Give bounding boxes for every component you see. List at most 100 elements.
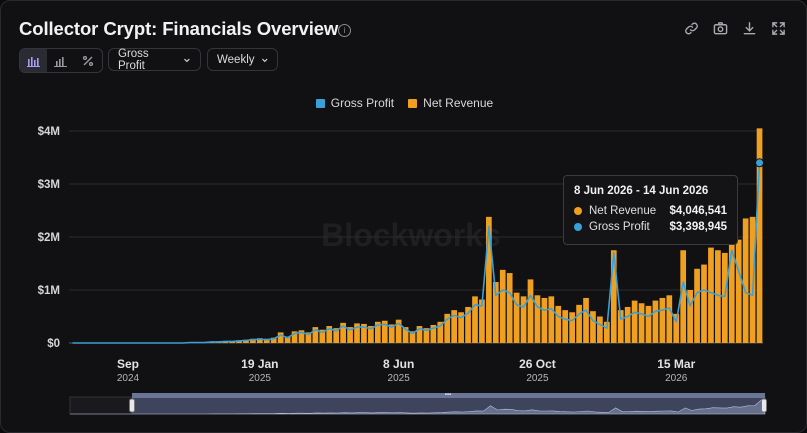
period-dropdown-label: Weekly — [217, 53, 255, 66]
legend-item-net-revenue[interactable]: Net Revenue — [408, 96, 493, 110]
net-revenue-bar[interactable] — [347, 327, 353, 343]
net-revenue-bar[interactable] — [284, 336, 291, 343]
x-tick-label: 19 Jan — [241, 357, 278, 371]
navigator-scrollbar[interactable] — [132, 393, 765, 398]
net-revenue-bar[interactable] — [257, 338, 263, 343]
net-revenue-bar[interactable] — [610, 250, 617, 343]
net-revenue-bar[interactable] — [749, 216, 756, 343]
link-icon[interactable] — [684, 21, 699, 36]
net-revenue-bar[interactable] — [298, 330, 305, 343]
net-revenue-bar[interactable] — [270, 337, 277, 343]
net-revenue-bar[interactable] — [263, 338, 270, 343]
net-revenue-bar[interactable] — [479, 299, 485, 343]
navigator-grip-icon[interactable]: ••• — [445, 393, 451, 399]
navigator-selection[interactable] — [132, 397, 765, 414]
net-revenue-bar[interactable] — [701, 264, 707, 343]
chevron-down-icon — [261, 58, 267, 62]
percent-icon[interactable] — [75, 49, 102, 72]
net-revenue-bar[interactable] — [229, 341, 235, 343]
net-revenue-bar[interactable] — [492, 282, 499, 343]
net-revenue-bar[interactable] — [708, 247, 714, 343]
navigator-handle[interactable] — [761, 398, 767, 413]
net-revenue-bar[interactable] — [465, 306, 471, 343]
net-revenue-bar[interactable] — [735, 239, 742, 343]
net-revenue-bar[interactable] — [374, 321, 381, 343]
net-revenue-bar[interactable] — [721, 252, 728, 343]
net-revenue-bar[interactable] — [583, 297, 589, 343]
net-revenue-bar[interactable] — [305, 332, 312, 343]
net-revenue-bar[interactable] — [243, 339, 249, 343]
net-revenue-bar[interactable] — [506, 273, 513, 343]
net-revenue-bar[interactable] — [409, 331, 416, 343]
download-icon[interactable] — [742, 21, 757, 36]
net-revenue-bar[interactable] — [673, 313, 680, 343]
net-revenue-bar[interactable] — [756, 128, 763, 343]
net-revenue-bar[interactable] — [680, 250, 687, 343]
net-revenue-bar[interactable] — [326, 326, 333, 343]
net-revenue-bar[interactable] — [638, 303, 645, 343]
net-revenue-bar[interactable] — [381, 320, 388, 343]
net-revenue-bar[interactable] — [645, 305, 652, 343]
net-revenue-bar[interactable] — [499, 269, 506, 343]
net-revenue-bar[interactable] — [652, 300, 659, 343]
net-revenue-bar[interactable] — [715, 250, 721, 343]
net-revenue-bar[interactable] — [277, 332, 284, 343]
net-revenue-bar[interactable] — [250, 338, 256, 343]
net-revenue-bar[interactable] — [291, 331, 298, 343]
gross-profit-point[interactable] — [755, 158, 765, 168]
fullscreen-icon[interactable] — [771, 21, 786, 36]
net-revenue-bar[interactable] — [319, 329, 326, 343]
legend-item-gross-profit[interactable]: Gross Profit — [315, 96, 394, 110]
navigator-handle[interactable] — [129, 398, 135, 413]
period-dropdown[interactable]: Weekly — [207, 48, 278, 71]
net-revenue-bar[interactable] — [624, 306, 631, 343]
net-revenue-bar[interactable] — [590, 311, 596, 343]
stacked-bar-icon[interactable] — [47, 49, 74, 72]
gross-profit-line[interactable] — [72, 162, 761, 344]
net-revenue-bar[interactable] — [659, 297, 666, 343]
net-revenue-bar[interactable] — [395, 319, 402, 343]
net-revenue-bar[interactable] — [333, 328, 340, 343]
net-revenue-bar[interactable] — [666, 295, 673, 343]
net-revenue-bar[interactable] — [742, 218, 749, 343]
net-revenue-bar[interactable] — [576, 304, 582, 343]
net-revenue-bar[interactable] — [597, 316, 603, 344]
net-revenue-bar[interactable] — [694, 268, 700, 343]
net-revenue-bar[interactable] — [458, 312, 464, 343]
net-revenue-bar[interactable] — [340, 322, 346, 343]
net-revenue-bar[interactable] — [416, 326, 423, 343]
net-revenue-bar[interactable] — [555, 305, 562, 343]
net-revenue-bar[interactable] — [548, 296, 555, 343]
net-revenue-bar[interactable] — [451, 310, 458, 343]
net-revenue-bar[interactable] — [354, 323, 360, 343]
tooltip-series-value: $4,046,541 — [669, 205, 727, 217]
net-revenue-bar[interactable] — [728, 232, 735, 343]
metric-dropdown[interactable]: Gross Profit — [108, 48, 201, 72]
net-revenue-bar[interactable] — [604, 321, 610, 343]
y-tick-label: $2M — [38, 232, 60, 244]
net-revenue-bar[interactable] — [312, 327, 319, 343]
net-revenue-bar[interactable] — [541, 297, 548, 343]
net-revenue-bar[interactable] — [444, 313, 451, 343]
net-revenue-bar[interactable] — [423, 328, 430, 343]
net-revenue-bar[interactable] — [472, 296, 478, 343]
net-revenue-bar[interactable] — [687, 290, 693, 343]
info-icon[interactable]: i — [338, 24, 351, 37]
camera-icon[interactable] — [713, 21, 728, 36]
net-revenue-bar[interactable] — [631, 300, 638, 343]
net-revenue-bar[interactable] — [368, 326, 374, 343]
net-revenue-bar[interactable] — [402, 327, 409, 343]
net-revenue-bar[interactable] — [430, 324, 437, 343]
bar-chart-icon[interactable] — [20, 49, 48, 72]
net-revenue-bar[interactable] — [527, 279, 534, 343]
net-revenue-bar[interactable] — [486, 216, 492, 343]
net-revenue-bar[interactable] — [513, 292, 520, 343]
net-revenue-bar[interactable] — [361, 323, 367, 343]
net-revenue-bar[interactable] — [520, 296, 527, 343]
net-revenue-bar[interactable] — [617, 310, 624, 343]
net-revenue-bar[interactable] — [437, 321, 444, 343]
net-revenue-bar[interactable] — [569, 312, 575, 343]
net-revenue-bar[interactable] — [534, 295, 541, 343]
net-revenue-bar[interactable] — [388, 324, 395, 343]
net-revenue-bar[interactable] — [562, 310, 569, 343]
